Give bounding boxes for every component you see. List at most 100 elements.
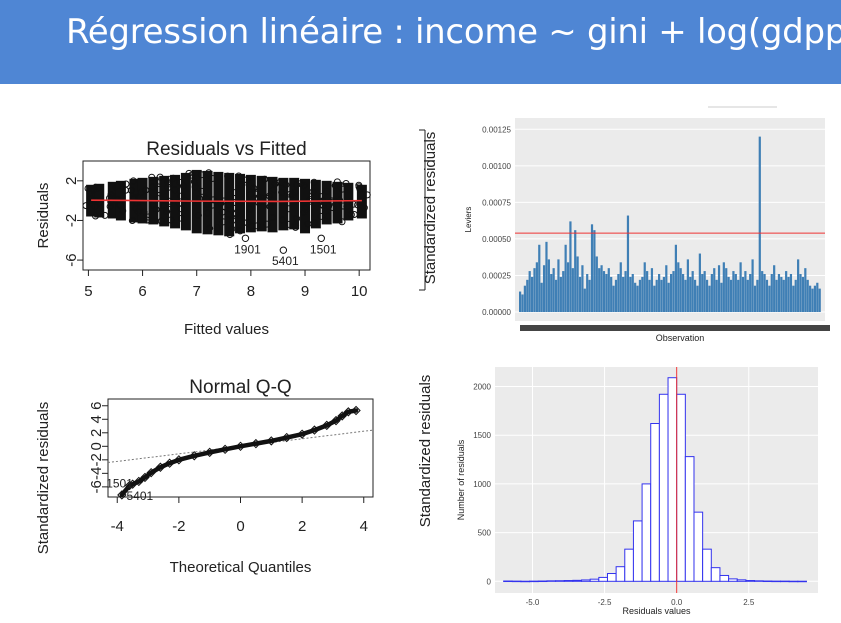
leverage-bar (806, 279, 809, 312)
leverage-bar (720, 282, 723, 312)
qq-point (174, 455, 184, 465)
leverage-bar (535, 262, 538, 312)
residual-point (297, 180, 305, 188)
y-tick-label: 0.00125 (482, 125, 511, 134)
qq-point (140, 472, 150, 483)
leverage-bar (590, 224, 594, 312)
leverage-bar (722, 262, 725, 312)
residual-point (301, 204, 309, 212)
residual-point (95, 184, 103, 192)
leverage-bar (545, 241, 548, 312)
y-tick-label: -2 (88, 453, 105, 466)
residual-point (209, 196, 217, 204)
histogram-bin (598, 576, 608, 582)
leverage-bar (763, 274, 766, 312)
residual-point (112, 195, 120, 203)
leverage-bar (550, 274, 553, 312)
residual-point (333, 178, 341, 186)
point-cluster (245, 174, 256, 233)
qq-point (189, 451, 199, 461)
leverage-bar (636, 285, 639, 312)
leverage-bar (667, 282, 670, 312)
leverage-bar (674, 244, 677, 312)
histogram-bin (797, 580, 807, 583)
leverage-bar (770, 274, 773, 312)
histogram-bin (745, 580, 756, 582)
leverage-bar (557, 259, 560, 312)
residual-point (319, 202, 327, 210)
leverage-bar (602, 271, 606, 312)
x-tick-label: 4 (360, 518, 368, 535)
histogram-bin (728, 578, 738, 582)
y-axis-label: Standardized residuals (35, 402, 52, 555)
partial-y-axis-label: Standardized residuals (417, 375, 434, 528)
residual-point (246, 205, 254, 213)
residual-point (82, 202, 90, 210)
leverage-bar (773, 265, 776, 312)
leverage-bar (713, 268, 716, 312)
leverage-bar (533, 268, 536, 312)
leverage-bar (540, 282, 543, 312)
y-axis-label: Number of residuals (456, 439, 466, 520)
x-axis-label: Observation (656, 333, 705, 343)
qq-point (251, 438, 261, 449)
leverage-bar (605, 274, 608, 312)
residual-point (130, 194, 138, 202)
leverage-bar (622, 276, 625, 312)
outlier-point (317, 234, 325, 242)
leverage-bar (797, 259, 800, 312)
residual-point (167, 216, 175, 224)
leverage-bar (530, 276, 534, 312)
residual-point (165, 175, 173, 183)
leverage-bar (653, 285, 656, 312)
residual-point (325, 202, 333, 210)
qq-point (127, 479, 138, 489)
y-axis-label: Leviers (464, 207, 473, 233)
y-tick-label: 500 (478, 529, 492, 538)
residual-point (169, 174, 177, 182)
leverage-bar (612, 285, 615, 312)
y-tick-label: -2 (63, 214, 80, 227)
leverage-bar (519, 291, 522, 312)
residual-point (338, 185, 346, 193)
y-tick-label: 1500 (473, 431, 491, 440)
y-tick-label: 0.00075 (482, 198, 511, 207)
residual-point (278, 188, 286, 196)
residual-point (336, 196, 344, 204)
point-cluster (321, 180, 332, 225)
leverage-bar (761, 271, 764, 312)
qq-point (164, 458, 175, 468)
x-tick-label: 8 (247, 283, 255, 300)
residual-point (338, 218, 346, 226)
leverage-bar (581, 265, 584, 312)
y-tick-label: 6 (88, 402, 105, 410)
residual-point (268, 213, 276, 221)
leverage-bar (696, 285, 699, 312)
x-axis-label: Residuals values (622, 606, 691, 616)
residual-point (224, 210, 232, 218)
residual-point (266, 203, 274, 211)
leverage-bar (792, 285, 795, 312)
histogram-bin (658, 393, 669, 582)
residual-point (270, 186, 278, 194)
leverage-bar (698, 253, 701, 312)
leverage-bar (528, 271, 531, 312)
qq-point (309, 425, 320, 435)
histogram-bin (615, 566, 626, 582)
leverage-bar (650, 268, 654, 312)
qq-point-band (284, 431, 305, 440)
residual-point (232, 210, 240, 218)
x-tick-label: 9 (301, 283, 309, 300)
observation-axis-band (520, 325, 830, 331)
y-tick-label: 0.00000 (482, 308, 511, 317)
leverage-bar (662, 276, 666, 312)
residual-point (90, 186, 98, 194)
leverage-bar (708, 285, 711, 312)
residual-point (343, 203, 351, 211)
residual-point (127, 186, 135, 194)
leverage-bar (744, 271, 747, 312)
leverage-bar (813, 285, 817, 312)
partial-y-axis-label: Standardized residuals (422, 132, 439, 285)
histogram-bin (581, 579, 591, 582)
